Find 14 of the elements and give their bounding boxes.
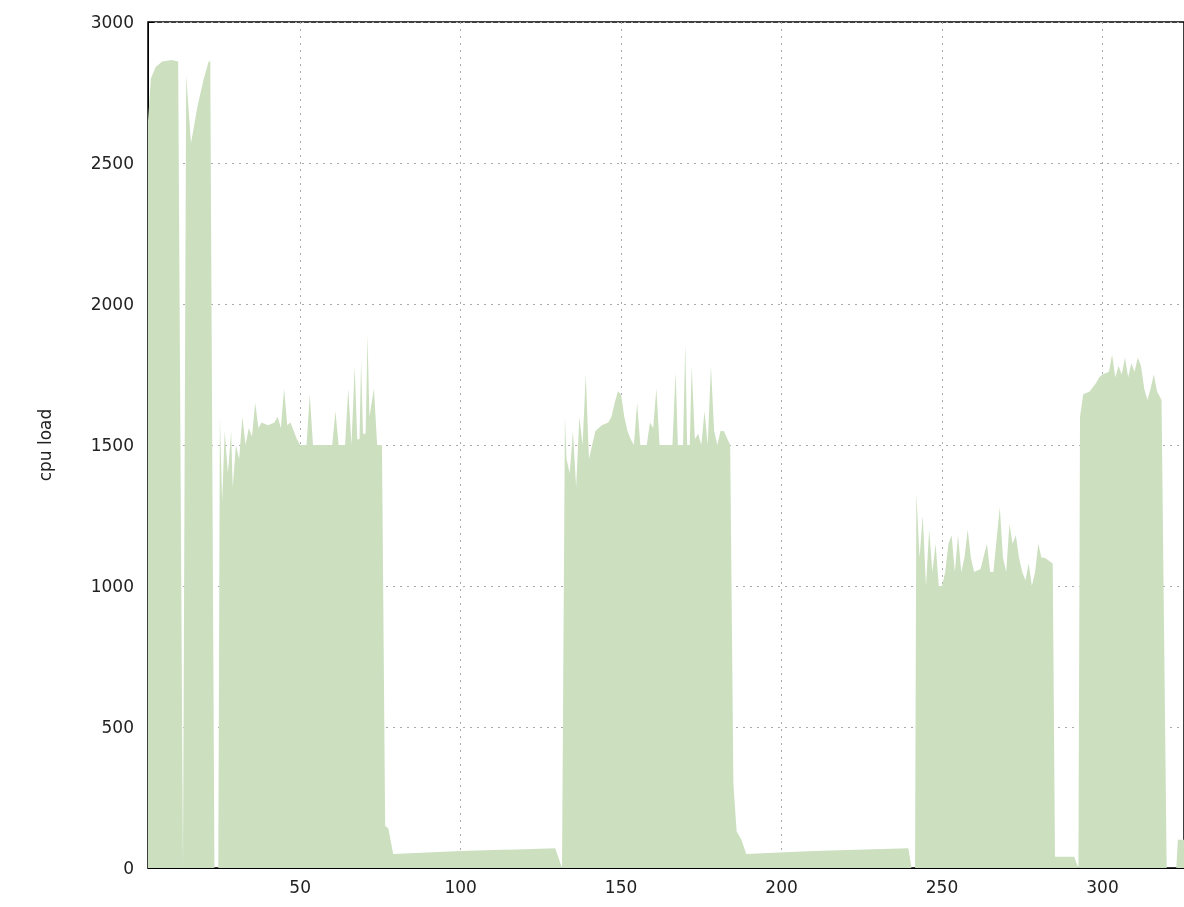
x-tick-label: 100 xyxy=(444,876,477,897)
y-tick-label: 1000 xyxy=(90,576,134,596)
y-tick-label: 500 xyxy=(101,717,134,737)
x-tick-label: 50 xyxy=(289,876,311,897)
x-tick-label: 250 xyxy=(925,876,959,897)
y-axis-title: cpu load xyxy=(34,408,55,482)
y-tick-label: 2500 xyxy=(90,153,134,173)
x-tick-label: 300 xyxy=(1086,876,1119,897)
y-tick-label: 0 xyxy=(123,858,134,878)
x-tick-label: 150 xyxy=(604,876,638,897)
y-tick-label: 1500 xyxy=(90,435,134,455)
y-tick-label: 2000 xyxy=(90,294,134,314)
y-tick-label: 3000 xyxy=(90,12,134,32)
x-tick-label: 200 xyxy=(765,876,798,897)
